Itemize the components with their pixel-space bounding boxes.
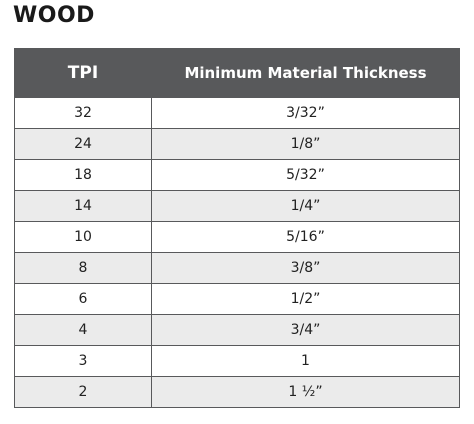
table-row: 14 1/4” (14, 190, 460, 222)
table-row: 24 1/8” (14, 128, 460, 160)
table-cell: 4 (14, 314, 152, 346)
table-cell: 2 (14, 376, 152, 408)
title: WOOD (13, 3, 95, 28)
table-row: 6 1/2” (14, 283, 460, 315)
table-cell: 24 (14, 128, 152, 160)
table-cell: 1 ½” (151, 376, 460, 408)
table-cell: 8 (14, 252, 152, 284)
table-cell: 1 (151, 345, 460, 377)
table-cell: 3/4” (151, 314, 460, 346)
table-cell: 5/32” (151, 159, 460, 191)
table-cell: 14 (14, 190, 152, 222)
table-row: 10 5/16” (14, 221, 460, 253)
table-cell: 10 (14, 221, 152, 253)
table-cell: 1/4” (151, 190, 460, 222)
table-body: 32 3/32” 24 1/8” 18 5/32” 14 1/4” 10 5/16” 8 3/8” 6 1… (14, 97, 460, 408)
table-cell: 32 (14, 97, 152, 129)
header-row: TPI Minimum Material Thickness (14, 48, 460, 98)
column-header: TPI (14, 48, 152, 98)
column-header: Minimum Material Thickness (151, 48, 460, 98)
table-cell: 18 (14, 159, 152, 191)
table-cell: 1/2” (151, 283, 460, 315)
table-cell: 6 (14, 283, 152, 315)
tpi-table: TPI Minimum Material Thickness 32 3/32” 24 1… (14, 48, 460, 408)
table-row: 32 3/32” (14, 97, 460, 129)
table-cell: 3 (14, 345, 152, 377)
table-cell: 1/8” (151, 128, 460, 160)
table-row: 18 5/32” (14, 159, 460, 191)
table-cell: 3/8” (151, 252, 460, 284)
table-row: 8 3/8” (14, 252, 460, 284)
table-row: 4 3/4” (14, 314, 460, 346)
table-cell: 5/16” (151, 221, 460, 253)
table-cell: 3/32” (151, 97, 460, 129)
